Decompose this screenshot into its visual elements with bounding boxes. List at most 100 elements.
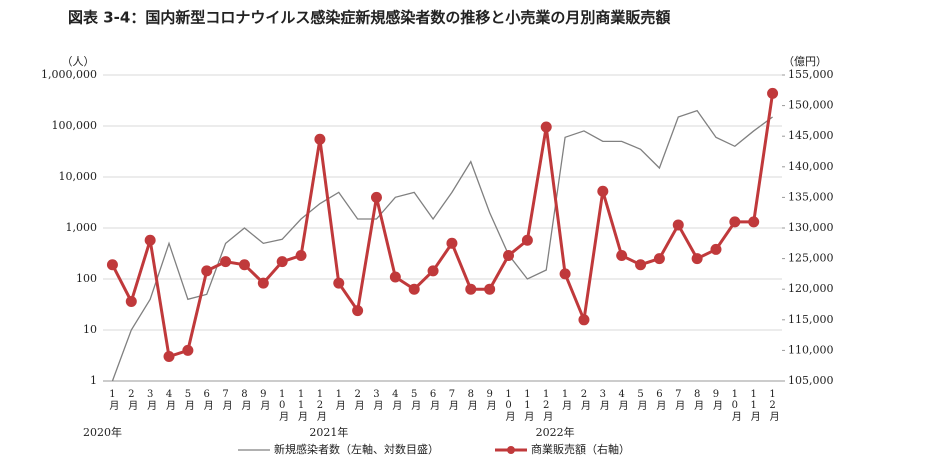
y2-tick-label: 145,000 [788,129,834,142]
y-tick-label: 10 [83,323,97,336]
sales-marker [182,344,194,356]
sales-marker [389,271,401,283]
x-tick-label: 7月 [673,389,685,411]
year-label: 2022年 [536,425,575,439]
sales-marker [521,234,533,246]
x-tick-label: 11月 [522,389,534,422]
sales-marker [635,259,647,271]
sales-marker [201,265,213,277]
year-label: 2020年 [83,425,122,439]
x-tick-label: 7月 [220,389,232,411]
sales-marker [484,283,496,295]
sales-marker [578,314,590,326]
x-tick-label: 2月 [126,389,138,411]
sales-marker [125,295,137,307]
y2-tick-label: 125,000 [788,252,834,265]
x-tick-label: 5月 [409,389,421,411]
sales-marker [408,283,420,295]
sales-marker [106,259,118,271]
sales-marker [163,351,175,363]
x-tick-label: 9月 [484,389,496,411]
x-tick-label: 7月 [446,389,458,411]
x-tick-label: 4月 [616,389,628,411]
y2-tick-label: 140,000 [788,160,834,173]
y-tick-label: 1 [90,374,97,387]
x-tick-label: 3月 [597,389,609,411]
x-tick-label: 1月 [333,389,345,411]
year-label: 2021年 [309,425,348,439]
x-tick-label: 10月 [729,389,741,422]
y2-tick-label: 120,000 [788,282,834,295]
sales-marker [672,219,684,231]
sales-marker [540,121,552,133]
x-tick-label: 2月 [578,389,590,411]
chart-title: 図表 3-4：国内新型コロナウイルス感染症新規感染者数の推移と小売業の月別商業販… [68,9,670,27]
y2-tick-label: 130,000 [788,221,834,234]
x-tick-label: 5月 [182,389,194,411]
sales-marker [465,283,477,295]
x-tick-label: 1月 [560,389,572,411]
y2-tick-label: 155,000 [788,68,834,81]
sales-marker [691,253,703,265]
x-tick-label: 11月 [748,389,760,422]
y-tick-label: 100,000 [52,119,98,132]
x-tick-label: 12月 [314,389,326,422]
y2-tick-label: 115,000 [788,313,834,326]
sales-marker [295,250,307,262]
sales-marker [352,305,364,317]
x-tick-label: 9月 [710,389,722,411]
sales-marker [370,191,382,203]
sales-marker [653,253,665,265]
legend-marker [507,446,515,454]
x-tick-label: 12月 [767,389,779,422]
sales-marker [597,185,609,197]
y2-axis-label: （億円） [783,55,827,68]
y-tick-label: 1,000,000 [41,68,97,81]
sales-marker [333,277,345,289]
x-tick-label: 6月 [654,389,666,411]
y-tick-label: 10,000 [59,170,98,183]
sales-marker [767,87,779,99]
legend-label: 新規感染者数（左軸、対数目盛） [274,442,439,456]
y2-tick-label: 105,000 [788,374,834,387]
sales-marker [503,250,515,262]
x-tick-label: 8月 [465,389,477,411]
sales-marker [314,133,326,145]
sales-marker [710,243,722,255]
sales-marker [748,216,760,228]
x-tick-label: 6月 [201,389,213,411]
sales-marker [144,234,156,246]
x-tick-label: 10月 [277,389,289,422]
sales-marker [616,250,628,262]
y2-tick-label: 110,000 [788,343,834,356]
x-tick-label: 4月 [390,389,402,411]
y-tick-label: 100 [76,272,97,285]
x-tick-label: 12月 [541,389,553,422]
x-tick-label: 5月 [635,389,647,411]
x-tick-label: 9月 [258,389,270,411]
x-tick-label: 3月 [371,389,383,411]
sales-marker [446,237,458,249]
x-tick-label: 2月 [352,389,364,411]
sales-marker [238,259,250,271]
x-tick-label: 11月 [296,389,308,422]
cases-line [111,109,773,382]
x-tick-label: 10月 [503,389,515,422]
sales-marker [729,216,741,228]
sales-marker [559,268,571,280]
x-tick-label: 6月 [428,389,440,411]
y-axis-label: （人） [62,55,95,68]
sales-marker [276,256,288,268]
sales-marker [257,277,269,289]
y-tick-label: 1,000 [66,221,98,234]
legend-label: 商業販売額（右軸） [531,442,630,456]
x-tick-label: 8月 [692,389,704,411]
x-tick-label: 4月 [164,389,176,411]
x-tick-label: 1月 [107,389,119,411]
y2-tick-label: 150,000 [788,99,834,112]
sales-marker [427,265,439,277]
x-tick-label: 8月 [239,389,251,411]
y2-tick-label: 135,000 [788,190,834,203]
sales-marker [220,256,232,268]
